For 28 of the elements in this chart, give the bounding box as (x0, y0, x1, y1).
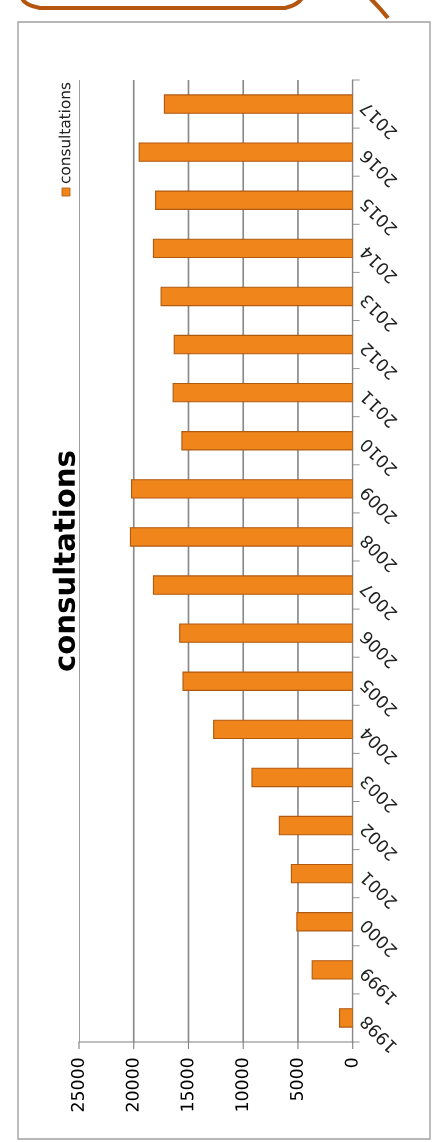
bar (138, 142, 353, 162)
bar (296, 912, 353, 932)
bar (213, 719, 353, 740)
bar (278, 815, 353, 836)
bar (160, 286, 353, 307)
bar (155, 190, 353, 210)
x-tick-label: 0 (344, 1058, 358, 1068)
bar (152, 238, 353, 259)
x-tick-label: 20000 (125, 1058, 139, 1112)
bar (129, 527, 353, 547)
bar (311, 960, 353, 980)
bar (182, 671, 353, 691)
bar (181, 431, 353, 451)
x-tick-label: 5000 (289, 1058, 303, 1101)
x-tick-label: 10000 (235, 1058, 249, 1111)
bar (179, 623, 353, 643)
bar (251, 767, 353, 788)
bar (173, 334, 353, 355)
bar (130, 479, 353, 499)
bar (339, 1008, 353, 1028)
bar (290, 863, 353, 884)
bar (172, 382, 353, 403)
text: consultations (58, 82, 71, 184)
bar (152, 575, 353, 595)
text: consultations (52, 451, 76, 671)
bar (163, 94, 353, 114)
x-tick-label: 15000 (180, 1058, 194, 1111)
x-tick-label: 25000 (70, 1058, 85, 1112)
